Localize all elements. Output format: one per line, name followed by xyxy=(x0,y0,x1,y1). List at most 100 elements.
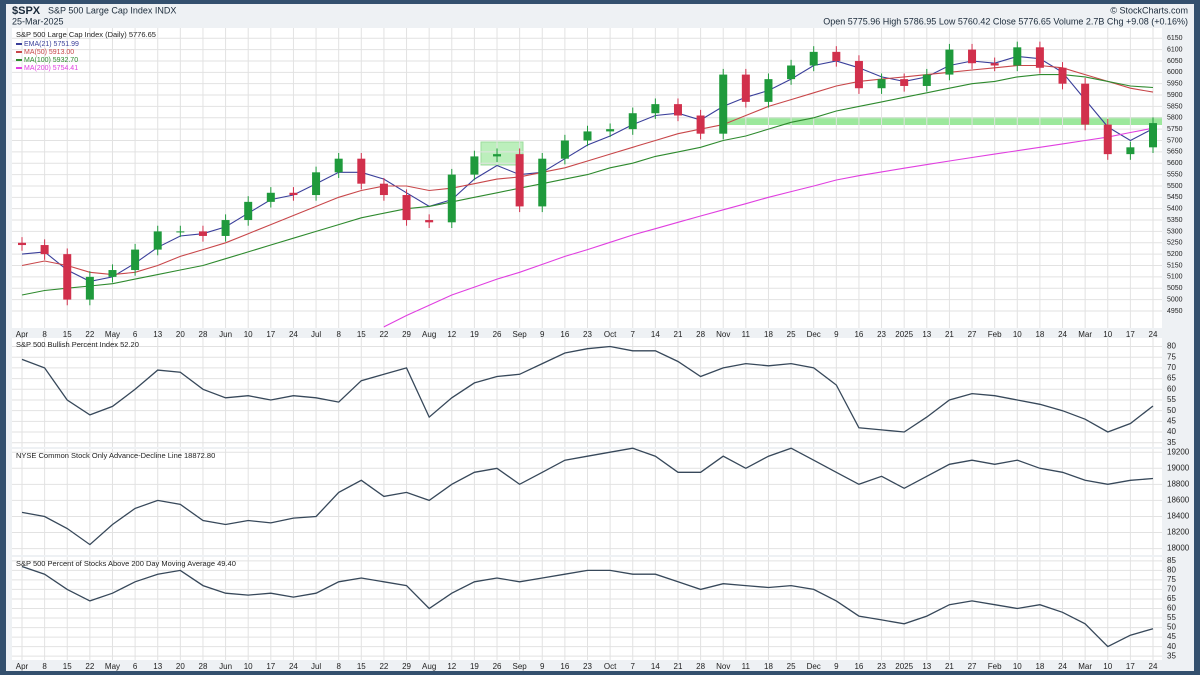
x-tick-label: Feb xyxy=(988,330,1002,339)
candle-body xyxy=(673,104,682,116)
candle-body xyxy=(18,242,26,246)
x-tick-label: 10 xyxy=(1103,330,1112,339)
y-tick-label: 5800 xyxy=(1167,115,1183,122)
x-tick-label: Nov xyxy=(716,330,730,339)
panel-title: S&P 500 Percent of Stocks Above 200 Day … xyxy=(16,559,236,568)
x-tick-label: 19 xyxy=(470,662,479,671)
x-tick-label: 26 xyxy=(493,330,502,339)
y-tick-label: 6100 xyxy=(1167,46,1183,53)
y-tick-label: 75 xyxy=(1167,575,1176,584)
symbol: $SPX xyxy=(12,5,41,17)
x-tick-label: Nov xyxy=(716,662,730,671)
candle-body xyxy=(379,183,388,196)
candle-body xyxy=(425,220,434,223)
x-tick-label: Jun xyxy=(219,662,232,671)
y-tick-label: 6150 xyxy=(1167,35,1183,42)
x-tick-label: 13 xyxy=(922,330,931,339)
y-tick-label: 6050 xyxy=(1167,58,1183,65)
x-tick-label: May xyxy=(105,662,120,671)
candle-body xyxy=(741,74,750,102)
x-tick-label: 9 xyxy=(540,662,545,671)
x-tick-label: Mar xyxy=(1078,662,1092,671)
legend-entry: MA(200) 5754.41 xyxy=(24,65,78,72)
x-tick-label: Aug xyxy=(422,330,436,339)
x-tick-label: 26 xyxy=(493,662,502,671)
x-tick-label: 20 xyxy=(176,662,185,671)
candle-body xyxy=(176,231,185,233)
x-tick-label: 23 xyxy=(877,662,886,671)
line xyxy=(21,64,1154,276)
y-tick-label: 18800 xyxy=(1167,479,1190,488)
x-tick-label: Oct xyxy=(604,330,617,339)
x-tick-label: 24 xyxy=(1149,662,1158,671)
y-tick-label: 80 xyxy=(1167,565,1176,574)
x-tick-label: 17 xyxy=(266,330,275,339)
x-tick-label: Apr xyxy=(16,662,29,671)
y-tick-label: 60 xyxy=(1167,604,1176,613)
x-tick-label: 16 xyxy=(854,330,863,339)
y-tick-label: 5300 xyxy=(1167,228,1183,235)
x-tick-label: 28 xyxy=(696,662,705,671)
y-tick-label: 5950 xyxy=(1167,81,1183,88)
x-tick-label: 27 xyxy=(968,662,977,671)
candle-body xyxy=(493,154,502,157)
x-tick-label: 15 xyxy=(357,662,366,671)
y-tick-label: 60 xyxy=(1167,384,1176,393)
y-tick-label: 18600 xyxy=(1167,496,1190,505)
y-tick-label: 5850 xyxy=(1167,103,1183,110)
y-tick-label: 5550 xyxy=(1167,171,1183,178)
candle-body xyxy=(764,79,773,102)
x-tick-label: 18 xyxy=(1035,662,1044,671)
x-tick-label: Dec xyxy=(807,330,821,339)
y-tick-label: 35 xyxy=(1167,651,1176,660)
y-tick-label: 18200 xyxy=(1167,528,1190,537)
y-tick-label: 4950 xyxy=(1167,308,1183,315)
candle-body xyxy=(719,74,728,134)
candle-body xyxy=(40,245,49,255)
y-tick-label: 5650 xyxy=(1167,149,1183,156)
line xyxy=(21,447,1154,546)
x-tick-label: 17 xyxy=(266,662,275,671)
quote: Open 5775.96 High 5786.95 Low 5760.42 Cl… xyxy=(823,16,1188,26)
x-tick-label: 10 xyxy=(244,662,253,671)
y-tick-label: 5450 xyxy=(1167,194,1183,201)
candle-body xyxy=(266,192,275,202)
legend-entry: MA(100) 5932.70 xyxy=(24,57,78,64)
candle-body xyxy=(809,51,818,66)
x-tick-label: 28 xyxy=(199,662,208,671)
x-tick-label: 22 xyxy=(85,662,94,671)
y-tick-label: 5100 xyxy=(1167,274,1183,281)
x-tick-label: 14 xyxy=(651,662,660,671)
x-tick-label: 16 xyxy=(854,662,863,671)
y-tick-label: 5900 xyxy=(1167,92,1183,99)
x-tick-label: Sep xyxy=(513,662,528,671)
candle-body xyxy=(447,174,456,223)
y-tick-label: 5500 xyxy=(1167,183,1183,190)
x-tick-label: 16 xyxy=(560,330,569,339)
candle-body xyxy=(1058,67,1067,84)
y-tick-label: 55 xyxy=(1167,613,1176,622)
x-tick-label: 13 xyxy=(153,330,162,339)
x-tick-label: 19 xyxy=(470,330,479,339)
x-tick-label: 18 xyxy=(1035,330,1044,339)
x-tick-label: 8 xyxy=(336,662,341,671)
x-tick-label: Sep xyxy=(513,330,528,339)
candle-body xyxy=(854,60,863,89)
x-tick-label: 18 xyxy=(764,662,773,671)
x-tick-label: 24 xyxy=(289,662,298,671)
candle-body xyxy=(945,49,954,75)
credit: © StockCharts.com xyxy=(1110,5,1188,15)
candle-body xyxy=(990,63,999,66)
candle-body xyxy=(198,231,207,236)
x-tick-label: 29 xyxy=(402,330,411,339)
x-tick-label: 21 xyxy=(945,330,954,339)
candle-body xyxy=(877,79,886,89)
y-tick-label: 75 xyxy=(1167,352,1176,361)
candle-body xyxy=(606,129,615,132)
candle-body xyxy=(583,131,592,141)
x-tick-label: 12 xyxy=(447,330,456,339)
candle-body xyxy=(131,249,140,271)
candle-body xyxy=(312,172,321,196)
x-tick-label: 10 xyxy=(1013,330,1022,339)
